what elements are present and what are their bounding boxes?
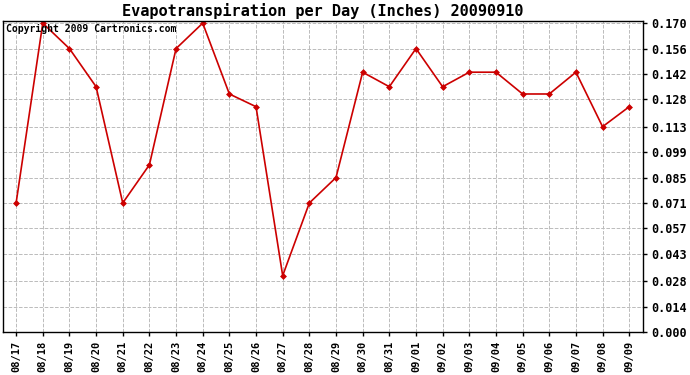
- Text: Copyright 2009 Cartronics.com: Copyright 2009 Cartronics.com: [6, 24, 177, 34]
- Title: Evapotranspiration per Day (Inches) 20090910: Evapotranspiration per Day (Inches) 2009…: [122, 3, 524, 19]
